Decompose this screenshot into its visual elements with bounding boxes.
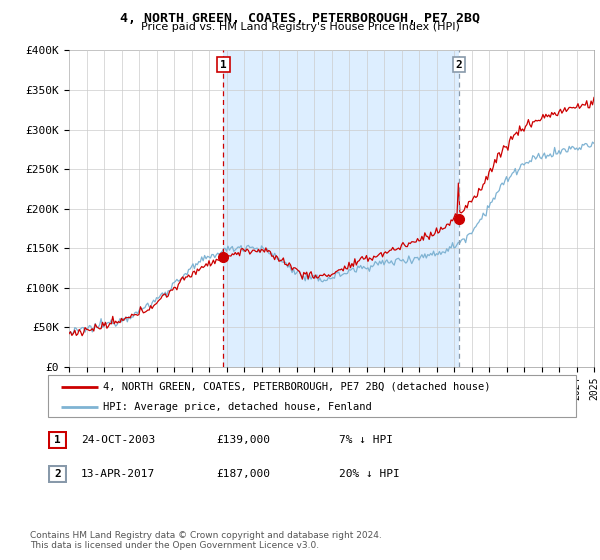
Text: 4, NORTH GREEN, COATES, PETERBOROUGH, PE7 2BQ (detached house): 4, NORTH GREEN, COATES, PETERBOROUGH, PE… [103, 382, 491, 392]
Text: 2: 2 [455, 59, 462, 69]
Text: 1: 1 [220, 59, 227, 69]
Text: £187,000: £187,000 [216, 469, 270, 479]
Text: Contains HM Land Registry data © Crown copyright and database right 2024.
This d: Contains HM Land Registry data © Crown c… [30, 530, 382, 550]
Text: 20% ↓ HPI: 20% ↓ HPI [339, 469, 400, 479]
Text: Price paid vs. HM Land Registry's House Price Index (HPI): Price paid vs. HM Land Registry's House … [140, 22, 460, 32]
Text: 4, NORTH GREEN, COATES, PETERBOROUGH, PE7 2BQ: 4, NORTH GREEN, COATES, PETERBOROUGH, PE… [120, 12, 480, 25]
Bar [223, 50, 459, 367]
Text: £139,000: £139,000 [216, 435, 270, 445]
Text: HPI: Average price, detached house, Fenland: HPI: Average price, detached house, Fenl… [103, 402, 372, 412]
Text: 7% ↓ HPI: 7% ↓ HPI [339, 435, 393, 445]
Text: 2: 2 [54, 469, 61, 479]
Text: 1: 1 [54, 435, 61, 445]
Text: 13-APR-2017: 13-APR-2017 [81, 469, 155, 479]
FancyBboxPatch shape [48, 375, 576, 417]
Text: 24-OCT-2003: 24-OCT-2003 [81, 435, 155, 445]
FancyBboxPatch shape [49, 466, 66, 482]
FancyBboxPatch shape [49, 432, 66, 447]
